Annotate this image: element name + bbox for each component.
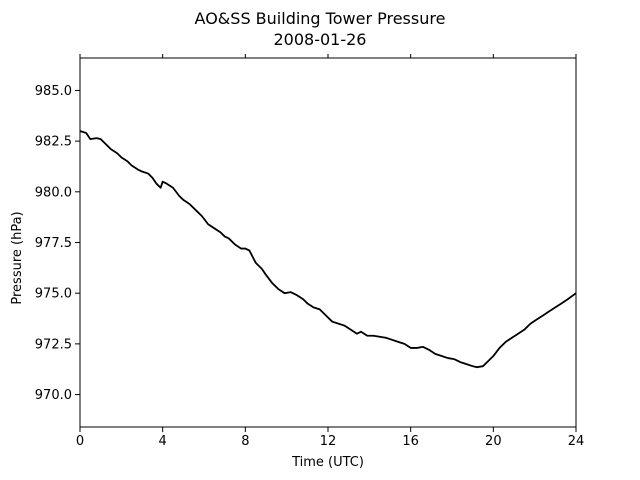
y-tick-label: 985.0 xyxy=(35,84,72,99)
chart-subtitle: 2008-01-26 xyxy=(274,30,367,49)
y-axis-ticks: 970.0 972.5 975.0 977.5 980.0 982.5 985.0 xyxy=(35,84,80,403)
x-tick-label: 16 xyxy=(402,434,419,449)
y-tick-label: 972.5 xyxy=(35,337,72,352)
x-axis-label: Time (UTC) xyxy=(291,455,364,470)
x-tick-label: 12 xyxy=(320,434,337,449)
x-tick-label: 24 xyxy=(568,434,585,449)
x-tick-label: 4 xyxy=(159,434,167,449)
x-tick-label: 8 xyxy=(241,434,249,449)
y-tick-label: 975.0 xyxy=(35,287,72,302)
y-tick-label: 982.5 xyxy=(35,135,72,150)
y-tick-label: 977.5 xyxy=(35,236,72,251)
x-tick-label: 0 xyxy=(76,434,84,449)
plot-area-frame xyxy=(79,57,577,428)
y-axis-label: Pressure (hPa) xyxy=(10,211,25,304)
x-tick-label: 20 xyxy=(485,434,502,449)
y-tick-label: 970.0 xyxy=(35,388,72,403)
y-tick-label: 980.0 xyxy=(35,185,72,200)
pressure-series-line xyxy=(79,130,577,369)
chart-title: AO&SS Building Tower Pressure xyxy=(195,9,446,28)
x-axis-ticks: 0 4 8 12 16 20 24 xyxy=(76,54,584,449)
